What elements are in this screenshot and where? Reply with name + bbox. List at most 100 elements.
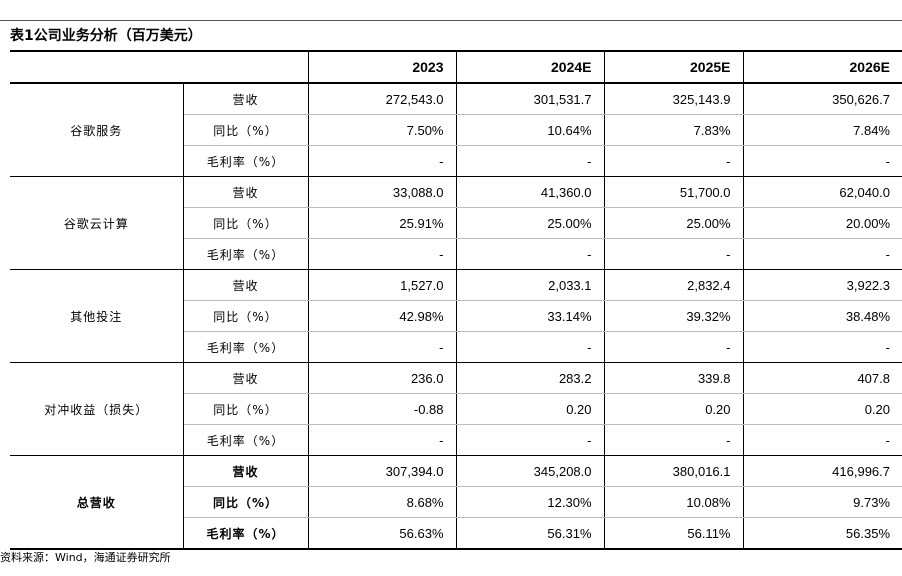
value-cell: 38.48% xyxy=(743,300,902,332)
table-title: 表1公司业务分析（百万美元） xyxy=(10,28,202,44)
value-cell: 2,033.1 xyxy=(456,269,605,301)
metric-label: 营收 xyxy=(183,269,309,301)
value-cell: 236.0 xyxy=(308,362,457,394)
value-cell: 62,040.0 xyxy=(743,176,902,208)
value-cell: 0.20 xyxy=(456,393,605,425)
segment-name: 其他投注 xyxy=(10,269,184,363)
value-cell: 0.20 xyxy=(743,393,902,425)
segment-name: 对冲收益（损失） xyxy=(10,362,184,456)
column-header: 2024E xyxy=(456,50,605,84)
table-row: 毛利率（%） - - - - xyxy=(10,145,902,177)
metric-label: 同比（%） xyxy=(183,393,309,425)
table-row: 同比（%） 7.50% 10.64% 7.83% 7.84% xyxy=(10,114,902,146)
value-cell: - xyxy=(308,238,457,270)
value-cell: 42.98% xyxy=(308,300,457,332)
value-cell: 301,531.7 xyxy=(456,83,605,115)
value-cell: 3,922.3 xyxy=(743,269,902,301)
metric-label: 营收 xyxy=(183,176,309,208)
metric-label: 毛利率（%） xyxy=(183,238,309,270)
value-cell: 325,143.9 xyxy=(604,83,744,115)
metric-label: 毛利率（%） xyxy=(183,517,309,550)
table-row: 谷歌云计算 营收 33,088.0 41,360.0 51,700.0 62,040.0 xyxy=(10,176,902,270)
value-cell: 39.32% xyxy=(604,300,744,332)
value-cell: 7.83% xyxy=(604,114,744,146)
value-cell: 51,700.0 xyxy=(604,176,744,208)
value-cell: - xyxy=(743,331,902,363)
value-cell: - xyxy=(743,424,902,456)
value-cell: - xyxy=(604,424,744,456)
value-cell: - xyxy=(308,145,457,177)
value-cell: 56.11% xyxy=(604,517,744,550)
value-cell: 25.00% xyxy=(604,207,744,239)
metric-label: 毛利率（%） xyxy=(183,424,309,456)
value-cell: 416,996.7 xyxy=(743,455,902,487)
value-cell: 1,527.0 xyxy=(308,269,457,301)
segment-name: 谷歌云计算 xyxy=(10,176,184,270)
value-cell: - xyxy=(604,331,744,363)
segment-name: 谷歌服务 xyxy=(10,83,184,177)
value-cell: 272,543.0 xyxy=(308,83,457,115)
table-row: 毛利率（%） - - - - xyxy=(10,238,902,270)
value-cell: 380,016.1 xyxy=(604,455,744,487)
value-cell: - xyxy=(604,145,744,177)
table-row: 毛利率（%） - - - - xyxy=(10,424,902,456)
business-analysis-table: 2023 2024E 2025E 2026E 谷歌服务 营收 272,543.0 30… xyxy=(10,50,902,550)
value-cell: 307,394.0 xyxy=(308,455,457,487)
top-rule xyxy=(0,20,902,21)
value-cell: - xyxy=(743,238,902,270)
metric-label: 同比（%） xyxy=(183,114,309,146)
value-cell: 33.14% xyxy=(456,300,605,332)
segment-name: 总营收 xyxy=(10,455,184,550)
value-cell: 339.8 xyxy=(604,362,744,394)
column-header: 2026E xyxy=(743,50,902,84)
value-cell: 2,832.4 xyxy=(604,269,744,301)
value-cell: 283.2 xyxy=(456,362,605,394)
metric-label: 毛利率（%） xyxy=(183,331,309,363)
value-cell: 12.30% xyxy=(456,486,605,518)
metric-label: 同比（%） xyxy=(183,300,309,332)
value-cell: 56.31% xyxy=(456,517,605,550)
metric-label: 毛利率（%） xyxy=(183,145,309,177)
metric-label: 营收 xyxy=(183,455,309,487)
value-cell: 7.50% xyxy=(308,114,457,146)
value-cell: 345,208.0 xyxy=(456,455,605,487)
metric-label: 同比（%） xyxy=(183,207,309,239)
value-cell: 25.00% xyxy=(456,207,605,239)
value-cell: 9.73% xyxy=(743,486,902,518)
value-cell: - xyxy=(456,424,605,456)
value-cell: 56.63% xyxy=(308,517,457,550)
value-cell: 33,088.0 xyxy=(308,176,457,208)
table-row: 谷歌服务 营收 272,543.0 301,531.7 325,143.9 350,626… xyxy=(10,83,902,177)
table-row: 总营收 营收 307,394.0 345,208.0 380,016.1 416,996.… xyxy=(10,455,902,550)
value-cell: 0.20 xyxy=(604,393,744,425)
table-row: 其他投注 营收 1,527.0 2,033.1 2,832.4 3,922.3 xyxy=(10,269,902,363)
value-cell: - xyxy=(456,238,605,270)
value-cell: 20.00% xyxy=(743,207,902,239)
value-cell: - xyxy=(743,145,902,177)
value-cell: - xyxy=(604,238,744,270)
value-cell: - xyxy=(308,424,457,456)
column-header: 2025E xyxy=(604,50,744,84)
table-row: 对冲收益（损失） 营收 236.0 283.2 339.8 407.8 xyxy=(10,362,902,456)
value-cell: 56.35% xyxy=(743,517,902,550)
header-row: 2023 2024E 2025E 2026E xyxy=(10,50,902,84)
value-cell: - xyxy=(456,331,605,363)
metric-label: 同比（%） xyxy=(183,486,309,518)
value-cell: 7.84% xyxy=(743,114,902,146)
value-cell: 10.64% xyxy=(456,114,605,146)
table-row: 同比（%） -0.88 0.20 0.20 0.20 xyxy=(10,393,902,425)
value-cell: - xyxy=(456,145,605,177)
value-cell: 41,360.0 xyxy=(456,176,605,208)
value-cell: 407.8 xyxy=(743,362,902,394)
value-cell: 10.08% xyxy=(604,486,744,518)
value-cell: 350,626.7 xyxy=(743,83,902,115)
metric-label: 营收 xyxy=(183,83,309,115)
value-cell: 25.91% xyxy=(308,207,457,239)
table-row: 毛利率（%） - - - - xyxy=(10,331,902,363)
source-note: 资料来源：Wind，海通证券研究所 xyxy=(0,551,171,564)
table-row: 同比（%） 42.98% 33.14% 39.32% 38.48% xyxy=(10,300,902,332)
table-row: 同比（%） 25.91% 25.00% 25.00% 20.00% xyxy=(10,207,902,239)
column-header: 2023 xyxy=(308,50,457,84)
value-cell: 8.68% xyxy=(308,486,457,518)
value-cell: -0.88 xyxy=(308,393,457,425)
